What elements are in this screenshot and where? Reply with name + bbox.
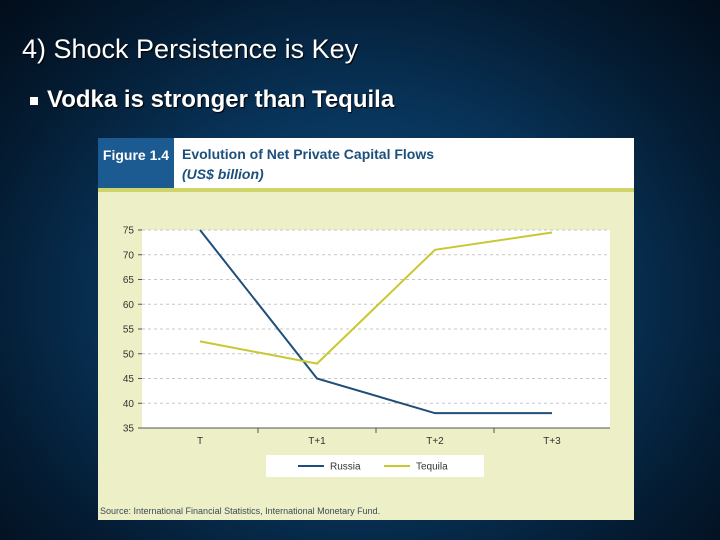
series-line-russia xyxy=(199,229,552,415)
figure-panel: Figure 1.4 Evolution of Net Private Capi… xyxy=(98,138,634,520)
figure-band xyxy=(98,188,634,192)
figure-subtitle: (US$ billion) xyxy=(182,166,264,182)
x-tick-label: T+2 xyxy=(426,436,444,447)
bullet-text: Vodka is stronger than Tequila xyxy=(47,86,395,113)
x-tick-label: T+3 xyxy=(543,436,561,447)
legend-box xyxy=(266,455,484,477)
figure-title: Evolution of Net Private Capital Flows xyxy=(182,146,435,162)
bullet-item: Vodka is stronger than Tequila xyxy=(30,86,394,114)
figure-source: Source: International Financial Statisti… xyxy=(100,506,381,516)
y-tick-label: 35 xyxy=(123,424,135,435)
y-tick-label: 40 xyxy=(123,399,135,410)
y-tick-label: 75 xyxy=(123,226,135,237)
series-line-tequila xyxy=(199,231,553,365)
x-tick-label: T+1 xyxy=(308,436,326,447)
slide-title: 4) Shock Persistence is Key xyxy=(22,34,359,64)
figure-label: Figure 1.4 xyxy=(98,138,174,188)
legend-label-russia: Russia xyxy=(330,462,361,473)
line-chart: 35 40 45 50 55 60 65 70 75 T T+1 T+2 T+3 Russia Tequ… xyxy=(123,226,610,477)
figure-header: Figure 1.4 Evolution of Net Private Capi… xyxy=(98,138,634,188)
x-tick-label: T xyxy=(197,436,203,447)
bullet-square-icon xyxy=(30,97,38,105)
y-tick-label: 55 xyxy=(123,325,135,336)
y-tick-label: 45 xyxy=(123,374,135,385)
y-tick-label: 50 xyxy=(123,349,135,360)
y-tick-label: 70 xyxy=(123,250,135,261)
y-tick-label: 65 xyxy=(123,275,135,286)
legend-label-tequila: Tequila xyxy=(416,462,448,473)
y-tick-label: 60 xyxy=(123,300,135,311)
